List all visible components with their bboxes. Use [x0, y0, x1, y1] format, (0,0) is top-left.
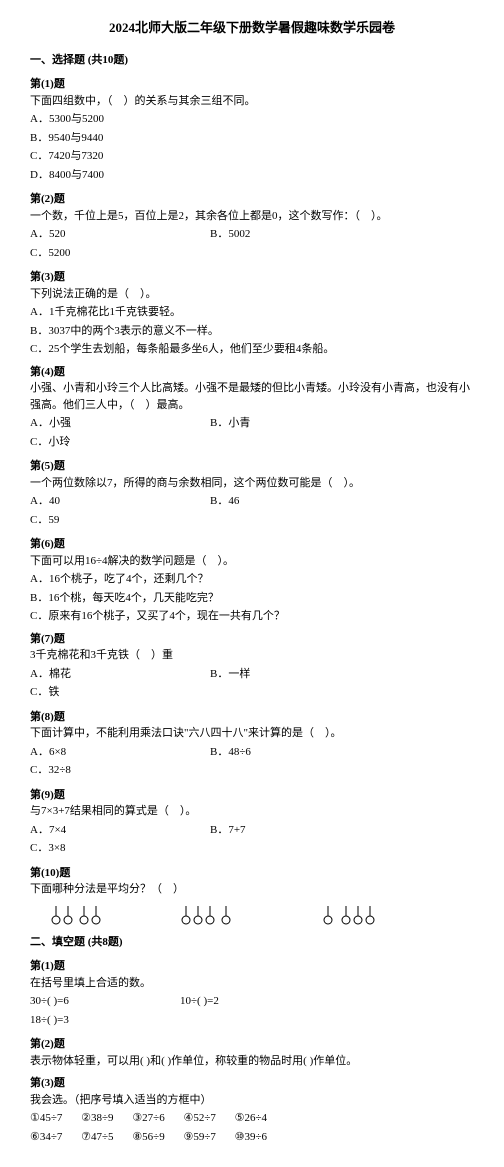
section-2-header: 二、填空题 (共8题): [30, 934, 474, 951]
q1-opt-d: D．8400与7400: [30, 167, 230, 184]
q2-label: 第(2)题: [30, 191, 474, 208]
q8-opt-c: C．32÷8: [30, 762, 170, 779]
q4-label: 第(4)题: [30, 364, 474, 381]
q7-text: 3千克棉花和3千克铁（ ）重: [30, 647, 474, 664]
f1-text: 在括号里填上合适的数。: [30, 975, 474, 992]
q2-text: 一个数，千位上是5，百位上是2，其余各位上都是0，这个数写作：（ ）。: [30, 208, 474, 225]
f2-text: 表示物体轻重，可以用( )和( )作单位，称较重的物品时用( )作单位。: [30, 1053, 474, 1070]
q1-label: 第(1)题: [30, 76, 474, 93]
q2-opt-c: C．5200: [30, 245, 170, 262]
q7-opt-c: C．铁: [30, 684, 170, 701]
f3-label: 第(3)题: [30, 1075, 474, 1092]
f1-item-2: 10÷( )=2: [180, 993, 290, 1010]
fill-1: 第(1)题 在括号里填上合适的数。 30÷( )=6 10÷( )=2 18÷(…: [30, 958, 474, 1030]
q8-text: 下面计算中，不能利用乘法口诀"六八四十八"来计算的是（ ）。: [30, 725, 474, 742]
q2-opt-a: A．520: [30, 226, 170, 243]
question-10: 第(10)题 下面哪种分法是平均分？（ ）: [30, 865, 474, 928]
q5-text: 一个两位数除以7，所得的商与余数相同，这个两位数可能是（ ）。: [30, 475, 474, 492]
q1-opt-a: A．5300与5200: [30, 111, 230, 128]
q3-text: 下列说法正确的是（ ）。: [30, 286, 474, 303]
f3-c1: ①45÷7: [30, 1112, 62, 1124]
q6-opt-a: A．16个桃子，吃了4个，还剩几个？: [30, 571, 474, 588]
q5-opt-a: A．40: [30, 493, 170, 510]
f3-c9: ⑨59÷7: [183, 1131, 215, 1143]
f1-label: 第(1)题: [30, 958, 474, 975]
q1-text: 下面四组数中，（ ）的关系与其余三组不同。: [30, 93, 474, 110]
f3-c6: ⑥34÷7: [30, 1131, 62, 1143]
q4-opt-b: B．小青: [210, 415, 350, 432]
question-6: 第(6)题 下面可以用16÷4解决的数学问题是（ ）。 A．16个桃子，吃了4个…: [30, 536, 474, 625]
q9-text: 与7×3+7结果相同的算式是（ ）。: [30, 803, 474, 820]
f3-c8: ⑧56÷9: [132, 1131, 164, 1143]
q8-opt-b: B．48÷6: [210, 744, 350, 761]
question-7: 第(7)题 3千克棉花和3千克铁（ ）重 A．棉花 B．一样 C．铁: [30, 631, 474, 703]
q4-opt-c: C．小玲: [30, 434, 170, 451]
fill-3: 第(3)题 我会选。（把序号填入适当的方框中） ①45÷7 ②38÷9 ③27÷…: [30, 1075, 474, 1145]
q3-label: 第(3)题: [30, 269, 474, 286]
question-4: 第(4)题 小强、小青和小玲三个人比高矮。小强不是最矮的但比小青矮。小玲没有小青…: [30, 364, 474, 453]
fill-2: 第(2)题 表示物体轻重，可以用( )和( )作单位，称较重的物品时用( )作单…: [30, 1036, 474, 1069]
q7-opt-a: A．棉花: [30, 666, 170, 683]
f3-c10: ⑩39÷6: [235, 1131, 267, 1143]
q8-label: 第(8)题: [30, 709, 474, 726]
f3-c2: ②38÷9: [81, 1112, 113, 1124]
q9-label: 第(9)题: [30, 787, 474, 804]
q10-diagrams: [50, 902, 474, 928]
q4-text: 小强、小青和小玲三个人比高矮。小强不是最矮的但比小青矮。小玲没有小青高，也没有小…: [30, 380, 474, 413]
q9-opt-b: B．7+7: [210, 822, 350, 839]
question-3: 第(3)题 下列说法正确的是（ ）。 A．1千克棉花比1千克铁要轻。 B．303…: [30, 269, 474, 358]
question-1: 第(1)题 下面四组数中，（ ）的关系与其余三组不同。 A．5300与5200 …: [30, 76, 474, 185]
q7-label: 第(7)题: [30, 631, 474, 648]
q10-label: 第(10)题: [30, 865, 474, 882]
q2-opt-b: B．5002: [210, 226, 350, 243]
q9-opt-c: C．3×8: [30, 840, 170, 857]
f3-text: 我会选。（把序号填入适当的方框中）: [30, 1092, 474, 1109]
q3-opt-c: C．25个学生去划船，每条船最多坐6人，他们至少要租4条船。: [30, 341, 474, 358]
q9-opt-a: A．7×4: [30, 822, 170, 839]
q8-opt-a: A．6×8: [30, 744, 170, 761]
question-8: 第(8)题 下面计算中，不能利用乘法口诀"六八四十八"来计算的是（ ）。 A．6…: [30, 709, 474, 781]
page-title: 2024北师大版二年级下册数学暑假趣味数学乐园卷: [30, 18, 474, 38]
q4-opt-a: A．小强: [30, 415, 170, 432]
q7-opt-b: B．一样: [210, 666, 350, 683]
question-5: 第(5)题 一个两位数除以7，所得的商与余数相同，这个两位数可能是（ ）。 A．…: [30, 458, 474, 530]
f3-c7: ⑦47÷5: [81, 1131, 113, 1143]
q1-opt-b: B．9540与9440: [30, 130, 230, 147]
q6-text: 下面可以用16÷4解决的数学问题是（ ）。: [30, 553, 474, 570]
question-9: 第(9)题 与7×3+7结果相同的算式是（ ）。 A．7×4 B．7+7 C．3…: [30, 787, 474, 859]
q3-opt-b: B．3037中的两个3表示的意义不一样。: [30, 323, 474, 340]
q10-diagram-3: [322, 902, 394, 928]
q10-diagram-1: [50, 902, 110, 928]
q10-diagram-2: [180, 902, 252, 928]
question-2: 第(2)题 一个数，千位上是5，百位上是2，其余各位上都是0，这个数写作：（ ）…: [30, 191, 474, 263]
q5-label: 第(5)题: [30, 458, 474, 475]
q6-opt-c: C．原来有16个桃子，又买了4个，现在一共有几个？: [30, 608, 474, 625]
f3-c4: ④52÷7: [183, 1112, 215, 1124]
f1-item-1: 30÷( )=6: [30, 993, 140, 1010]
f3-c5: ⑤26÷4: [235, 1112, 267, 1124]
f1-item-3: 18÷( )=3: [30, 1012, 140, 1029]
q5-opt-c: C．59: [30, 512, 170, 529]
q6-label: 第(6)题: [30, 536, 474, 553]
q5-opt-b: B．46: [210, 493, 350, 510]
q6-opt-b: B．16个桃，每天吃4个，几天能吃完？: [30, 590, 474, 607]
f3-row1: ①45÷7 ②38÷9 ③27÷6 ④52÷7 ⑤26÷4: [30, 1110, 474, 1127]
section-1-header: 一、选择题 (共10题): [30, 52, 474, 69]
f3-c3: ③27÷6: [132, 1112, 164, 1124]
f2-label: 第(2)题: [30, 1036, 474, 1053]
q10-text: 下面哪种分法是平均分？（ ）: [30, 881, 474, 898]
q3-opt-a: A．1千克棉花比1千克铁要轻。: [30, 304, 474, 321]
q1-opt-c: C．7420与7320: [30, 148, 230, 165]
f3-row2: ⑥34÷7 ⑦47÷5 ⑧56÷9 ⑨59÷7 ⑩39÷6: [30, 1129, 474, 1146]
